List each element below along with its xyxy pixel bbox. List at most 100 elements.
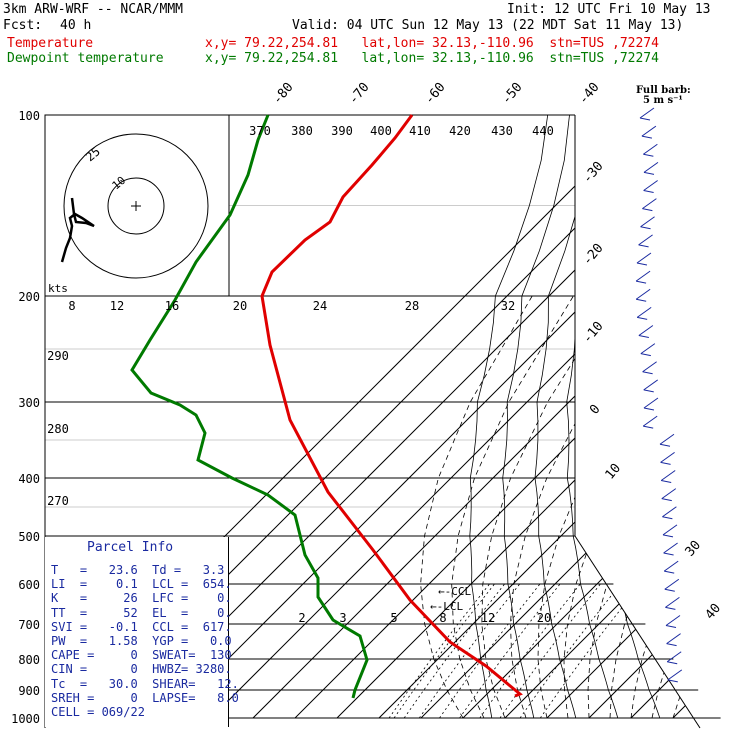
wind-barb-staff	[662, 506, 677, 518]
right-frame-lower	[574, 535, 701, 729]
dewpoint-profile	[130, 114, 369, 699]
wind-barb-flag	[663, 552, 674, 556]
isotherm-label: 30	[683, 538, 705, 560]
parcel-info-row: K = 26 LFC = 0.	[51, 591, 232, 606]
wind-barb-staff	[640, 216, 655, 228]
hodograph-ring-inner	[107, 177, 165, 235]
wind-barb-staff	[663, 560, 679, 572]
wind-barb-staff	[660, 470, 676, 481]
wind-barb-staff	[664, 578, 680, 590]
wind-barb-staff	[643, 143, 658, 155]
wind-barb-staff	[666, 633, 681, 645]
isotherm-label: 10	[603, 461, 625, 483]
temperature-legend: Temperature	[7, 36, 94, 51]
wind-barb-flag	[643, 407, 655, 411]
parcel-level-annotation: ←-CCL	[438, 585, 471, 598]
parcel-info-row: TT = 52 EL = 0.	[51, 605, 232, 620]
dry-adiabat	[469, 115, 549, 719]
parcel-info-row: Tc = 30.0 SHEAR= 12.	[51, 676, 239, 691]
hodograph-trace	[60, 197, 95, 263]
wind-barb-staff	[643, 379, 659, 391]
wind-barb-staff	[665, 596, 680, 608]
wind-barb-flag	[643, 153, 654, 157]
isotherm-label: -50	[499, 80, 526, 108]
moist-adiabat	[451, 295, 574, 719]
sounding-profiles	[130, 114, 523, 699]
wind-barb-staff	[659, 433, 675, 445]
wind-barb-flag	[639, 117, 651, 121]
pressure-tick-label: 200	[18, 290, 40, 304]
wind-barb-flag	[643, 190, 654, 193]
moist-adiabat	[651, 295, 700, 719]
dry-adiabat-label: 270	[47, 494, 69, 508]
wind-barb-flag	[661, 498, 672, 502]
mixing-ratio-label: 3	[339, 611, 346, 625]
dewpoint-legend: Dewpoint temperature	[7, 51, 164, 66]
isotherm-line	[588, 115, 700, 719]
wind-barb-staff	[642, 198, 657, 210]
wind-barb-flag	[640, 226, 651, 230]
wind-barb-flag	[665, 606, 676, 610]
isotherm-label: -10	[580, 319, 607, 347]
parcel-info-row: SVI = -0.1 CCL = 617.	[51, 619, 232, 634]
wind-barb-flag	[659, 443, 671, 447]
parcel-info-row: LI = 0.1 LCL = 654.	[51, 577, 232, 592]
pressure-tick-label: 700	[18, 618, 40, 632]
wind-barb-flag	[641, 135, 653, 139]
wind-barb-staff	[643, 161, 659, 173]
isotherm-line	[504, 115, 700, 719]
valid-time: Valid: 04 UTC Sun 12 May 13 (22 MDT Sat …	[292, 18, 684, 33]
isotherm-label: -60	[422, 80, 449, 108]
wind-key-title: Full barb:	[636, 85, 691, 96]
dry-adiabat	[502, 115, 570, 719]
wind-barb-flag	[636, 262, 648, 266]
dry-adiabat	[534, 115, 592, 719]
pressure-tick-label: 800	[18, 653, 40, 667]
wind-barb-staff	[666, 651, 682, 663]
wind-barb-staff	[660, 451, 675, 463]
mixing-ratio-label: 2	[298, 611, 305, 625]
wind-barb-flag	[640, 353, 651, 357]
isotherm-label: -30	[580, 159, 607, 187]
dry-adiabat-label: 430	[491, 124, 513, 138]
wind-barb-staff	[642, 361, 657, 373]
wind-barb-staff	[661, 488, 677, 500]
wind-barb-flag	[643, 389, 654, 393]
forecast-hour: 40 h	[60, 18, 92, 33]
dewpoint-location: x,y= 79.22,254.81 lat,lon= 32.13,-110.96…	[205, 51, 659, 66]
isotherm-line	[420, 115, 700, 719]
wind-barb-flag	[635, 280, 647, 284]
hodograph-ring-outer	[63, 133, 209, 279]
moist-adiabat	[481, 295, 615, 719]
wind-barb-flag	[662, 534, 674, 538]
forecast-label: Fcst:	[3, 18, 43, 33]
isotherm-label: 40	[703, 601, 725, 623]
wind-barb-staff	[662, 524, 678, 536]
wind-barb-staff	[635, 288, 651, 300]
wind-barb-staff	[642, 415, 658, 427]
parcel-info-row: CAPE = 0 SWEAT= 130	[51, 648, 232, 663]
moist-adiabat	[563, 295, 700, 719]
dry-adiabat	[680, 115, 700, 719]
dry-adiabat-label: 420	[449, 124, 471, 138]
moist-adiabat	[537, 295, 698, 719]
isotherm-line	[210, 115, 700, 719]
parcel-info-row: CELL = 069/22	[51, 705, 145, 719]
dry-adiabat-label: 280	[47, 422, 69, 436]
wind-barb-flag	[664, 588, 675, 592]
moist-adiabat	[509, 295, 657, 719]
pressure-tick-label: 100	[18, 109, 40, 123]
wind-barb-staff	[643, 397, 659, 409]
dry-adiabat	[566, 115, 619, 719]
pressure-tick-label: 400	[18, 472, 40, 486]
wind-barb-flag	[643, 171, 655, 175]
wind-barb-flag	[664, 570, 675, 574]
dry-adiabat-label: 380	[291, 124, 313, 138]
dry-adiabat	[734, 115, 740, 718]
wind-barb-flag	[667, 679, 678, 683]
wind-barb-flag	[642, 371, 653, 375]
wind-barb-flag	[638, 244, 649, 248]
wind-barb-staff	[663, 542, 678, 554]
dry-adiabat-label: 290	[47, 349, 69, 363]
mixing-ratio-label: 32	[501, 299, 515, 313]
